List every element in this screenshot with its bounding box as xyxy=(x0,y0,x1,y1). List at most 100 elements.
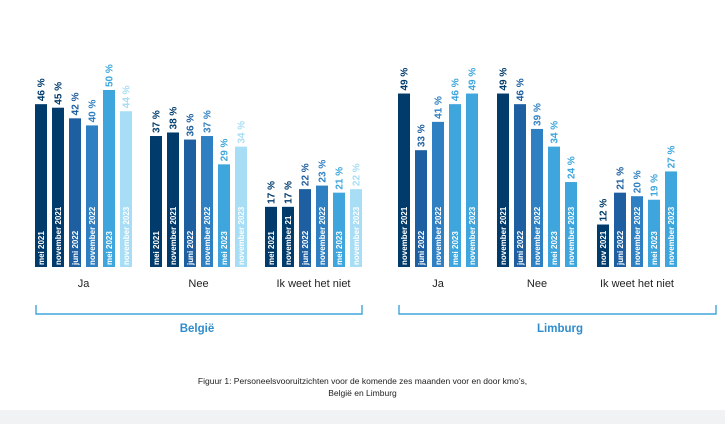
value-label: 49 % xyxy=(499,68,510,91)
value-label: 29 % xyxy=(220,138,231,161)
group-label: Ja xyxy=(78,278,91,290)
bar xyxy=(614,192,626,267)
value-label: 34 % xyxy=(237,121,248,144)
bar xyxy=(86,125,98,268)
bar-category-label: juni 2022 xyxy=(616,230,625,266)
bar-category-label: november 2021 xyxy=(169,206,178,265)
group-label: Nee xyxy=(527,278,547,290)
bar xyxy=(235,146,247,267)
value-label: 37 % xyxy=(152,110,163,133)
value-label: 33 % xyxy=(417,124,428,147)
caption-line-2: België en Limburg xyxy=(328,388,397,398)
bar xyxy=(531,128,543,267)
bar xyxy=(316,185,328,267)
value-label: 21 % xyxy=(616,167,627,190)
panel-bracket xyxy=(35,305,363,315)
value-label: 49 % xyxy=(400,68,411,91)
bar-category-label: november 2023 xyxy=(468,206,477,265)
bar xyxy=(150,136,162,267)
figure-caption: Figuur 1: Personeelsvooruitzichten voor … xyxy=(0,375,725,399)
bar xyxy=(466,93,478,267)
bar xyxy=(333,192,345,267)
bar-category-label: mei 2023 xyxy=(335,231,344,265)
value-label: 46 % xyxy=(516,78,527,101)
bar-category-label: november 2023 xyxy=(122,206,131,265)
bar-category-label: november 2022 xyxy=(434,206,443,265)
value-label: 42 % xyxy=(71,92,82,115)
panel-bracket xyxy=(398,305,717,315)
bar xyxy=(265,206,277,267)
bar-category-label: november 2021 xyxy=(54,206,63,265)
bar xyxy=(631,196,643,267)
bar-category-label: november 2022 xyxy=(203,206,212,265)
value-label: 17 % xyxy=(267,181,278,204)
group-label: Ik weet het niet xyxy=(277,278,351,290)
bar xyxy=(398,93,410,267)
bar xyxy=(597,224,609,267)
bar xyxy=(299,189,311,267)
value-label: 46 % xyxy=(37,78,48,101)
value-label: 17 % xyxy=(284,181,295,204)
bar-category-label: mei 2023 xyxy=(650,231,659,265)
bar-category-label: november 2022 xyxy=(633,206,642,265)
bar xyxy=(648,199,660,267)
value-label: 50 % xyxy=(105,64,116,87)
bar xyxy=(52,107,64,267)
caption-line-1: Figuur 1: Personeelsvooruitzichten voor … xyxy=(197,376,528,386)
bar-category-label: juni 2022 xyxy=(71,230,80,266)
bar-category-label: mei 2023 xyxy=(451,231,460,265)
bar xyxy=(432,121,444,267)
value-label: 37 % xyxy=(203,110,214,133)
bar-category-label: mei 2023 xyxy=(105,231,114,265)
bar xyxy=(514,104,526,267)
value-label: 46 % xyxy=(451,78,462,101)
bar-category-label: nov 2021 xyxy=(599,230,608,265)
bar-category-label: november 2023 xyxy=(667,206,676,265)
group-label: Ja xyxy=(432,278,445,290)
bar-category-label: november 21 xyxy=(284,215,293,265)
value-label: 27 % xyxy=(667,146,678,169)
bar-category-label: juni 2022 xyxy=(516,230,525,266)
bar xyxy=(120,111,132,268)
value-label: 24 % xyxy=(567,156,578,179)
value-label: 22 % xyxy=(301,163,312,186)
bar xyxy=(69,118,81,267)
panel-title: Limburg xyxy=(537,323,583,335)
bar xyxy=(565,182,577,267)
bar xyxy=(218,164,230,267)
bar-category-label: november 2023 xyxy=(237,206,246,265)
value-label: 39 % xyxy=(533,103,544,126)
bar xyxy=(184,139,196,267)
bar-category-label: mei 2021 xyxy=(37,231,46,265)
bar xyxy=(167,132,179,267)
bar-category-label: november 2022 xyxy=(533,206,542,265)
group-label: Nee xyxy=(188,278,208,290)
value-label: 45 % xyxy=(54,82,65,105)
bar xyxy=(548,146,560,267)
bar xyxy=(103,90,115,267)
bar xyxy=(497,93,509,267)
value-label: 34 % xyxy=(550,121,561,144)
value-label: 20 % xyxy=(633,170,644,193)
panel-title: België xyxy=(180,323,215,335)
bar xyxy=(350,189,362,267)
bar-category-label: november 2023 xyxy=(567,206,576,265)
bar xyxy=(201,136,213,267)
value-label: 12 % xyxy=(599,199,610,222)
bar xyxy=(665,171,677,267)
value-label: 38 % xyxy=(169,107,180,130)
footer-band xyxy=(0,410,725,424)
bar-category-label: juni 2022 xyxy=(417,230,426,266)
bar-category-label: november 2022 xyxy=(88,206,97,265)
value-label: 22 % xyxy=(352,163,363,186)
value-label: 41 % xyxy=(434,96,445,119)
value-label: 21 % xyxy=(335,167,346,190)
bar-category-label: november 2023 xyxy=(352,206,361,265)
bar-category-label: mei 2021 xyxy=(267,231,276,265)
bar xyxy=(282,206,294,267)
bar-category-label: mei 2023 xyxy=(220,231,229,265)
value-label: 49 % xyxy=(468,68,479,91)
bar-category-label: november 2021 xyxy=(499,206,508,265)
value-label: 19 % xyxy=(650,174,661,197)
